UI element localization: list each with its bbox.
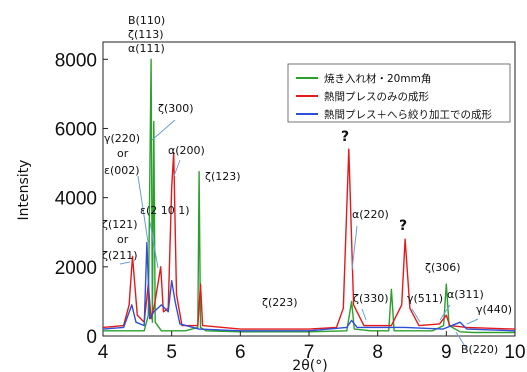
- annotation-arrow: [151, 119, 176, 141]
- y-tick-label: 2000: [55, 258, 97, 279]
- x-tick-label: 4: [98, 342, 109, 363]
- y-tick-label: 8000: [55, 50, 97, 71]
- peak-annotation: γ(440): [476, 303, 512, 316]
- annotation-arrow: [361, 308, 367, 321]
- legend-box: [287, 63, 511, 123]
- x-tick-label: 9: [441, 342, 452, 363]
- peak-annotation: ζ(211): [102, 249, 138, 262]
- y-tick-label: 0: [86, 327, 97, 348]
- y-axis-label: Intensity: [16, 160, 32, 221]
- peak-annotation: γ(220): [104, 132, 140, 145]
- series-line-2: [102, 148, 516, 330]
- annotation-arrow: [173, 159, 181, 177]
- peak-annotation: ?: [399, 218, 407, 234]
- peak-annotation: α(311): [447, 288, 484, 301]
- series-line-3: [102, 241, 516, 332]
- peak-annotation: α(200): [168, 144, 205, 157]
- peak-annotation: ?: [341, 129, 349, 145]
- peak-annotation: B(220): [461, 343, 498, 356]
- x-tick-label: 10: [504, 342, 525, 363]
- annotations: B(110)ζ(113)α(111) ζ(300) γ(220) or ε(002) α(…: [102, 14, 512, 356]
- peak-annotation: ζ(306): [425, 261, 461, 274]
- annotation-arrow: [411, 308, 421, 323]
- annotation-arrow: [137, 175, 149, 243]
- x-tick-label: 8: [372, 342, 383, 363]
- legend-label-2: 熱間プレスのみの成形: [324, 90, 429, 103]
- x-tick-label: 5: [166, 342, 177, 363]
- annotation-arrow: [119, 261, 131, 265]
- y-tick-label: 6000: [55, 119, 97, 140]
- y-axis: 0 2000 4000 6000 8000: [55, 50, 108, 348]
- peak-annotation: B(110): [128, 14, 165, 27]
- peak-annotation: or: [117, 147, 129, 160]
- annotation-arrow: [439, 304, 451, 321]
- peak-annotation: γ(511): [407, 292, 443, 305]
- legend-label-1: 焼き入れ材・20mm角: [324, 72, 431, 85]
- peak-annotation: α(220): [352, 208, 389, 221]
- peak-annotation: ε(002): [104, 164, 140, 177]
- annotation-arrow: [351, 225, 358, 271]
- x-axis: 4 5 6 7 8 9 10: [98, 331, 526, 363]
- x-tick-label: 7: [304, 342, 315, 363]
- peak-annotation: ζ(223): [262, 296, 298, 309]
- x-axis-label: 2θ(°): [292, 358, 327, 372]
- annotation-arrow: [455, 331, 467, 349]
- annotation-arrow: [466, 318, 479, 325]
- annotation-arrow: [149, 221, 159, 269]
- peak-annotation: ζ(300): [158, 102, 194, 115]
- peak-annotation: ε(2 10 1): [140, 204, 190, 217]
- x-tick-label: 6: [235, 342, 246, 363]
- peak-annotation: α(111): [128, 42, 165, 55]
- peak-annotation: ζ(123): [205, 170, 241, 183]
- peak-annotation: ζ(330): [353, 292, 389, 305]
- peak-annotation: ζ(113): [128, 28, 164, 41]
- peak-annotation: or: [117, 233, 129, 246]
- legend-label-3: 熱間プレス＋へら絞り加工での成形: [324, 108, 492, 121]
- annotation-arrows: [119, 119, 479, 349]
- y-tick-label: 4000: [55, 189, 97, 210]
- peak-annotation: ζ(121): [102, 218, 138, 231]
